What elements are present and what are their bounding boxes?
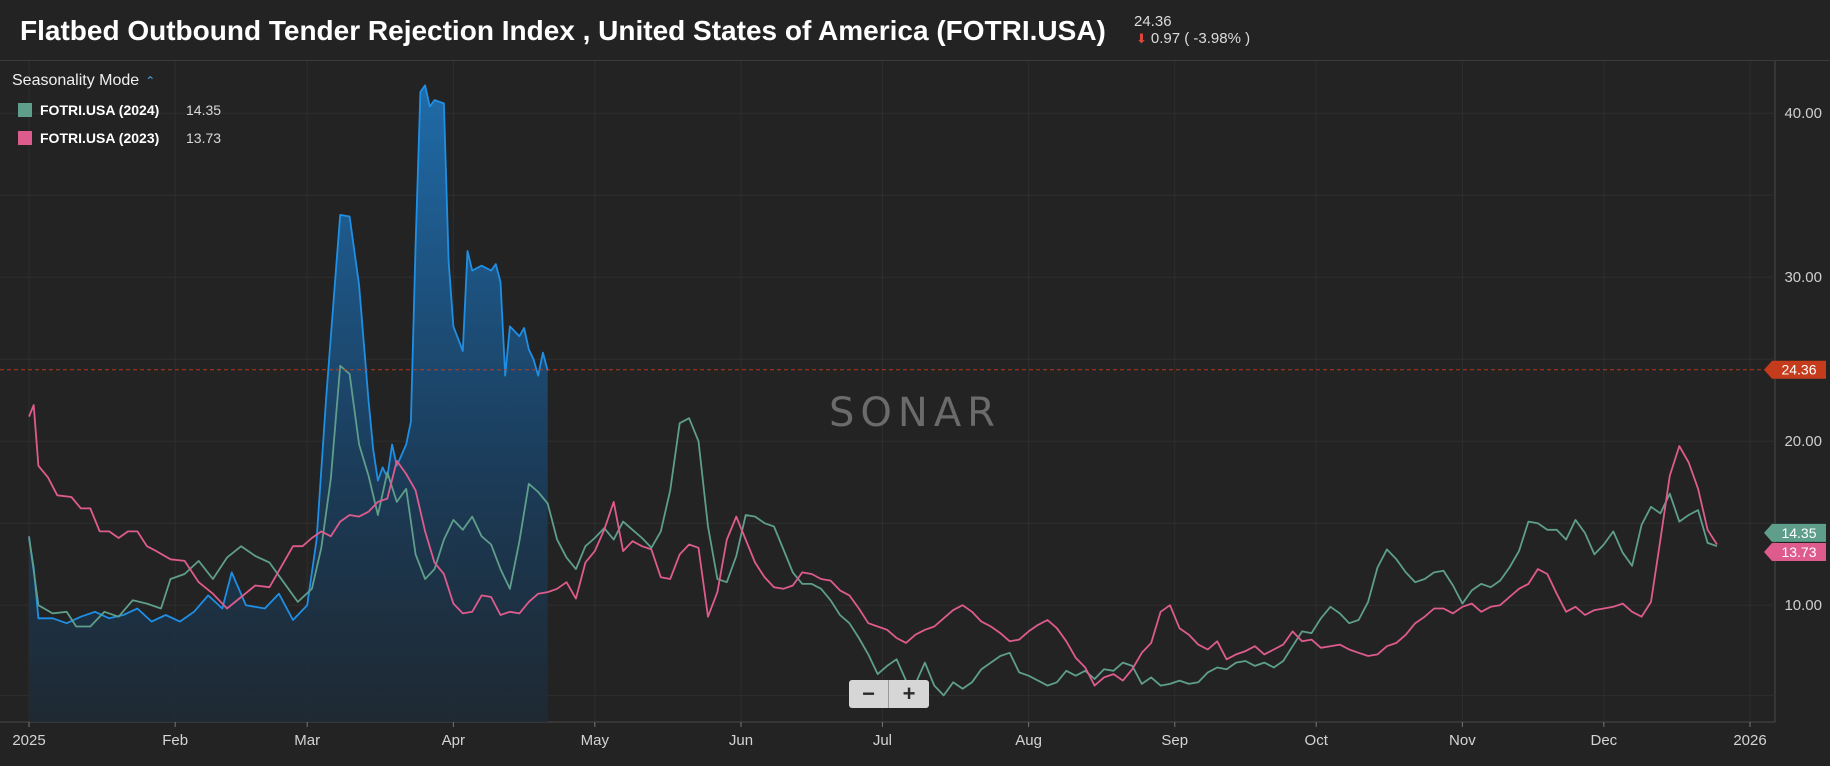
legend: Seasonality Mode ⌃ FOTRI.USA (2024) 14.3… bbox=[12, 72, 242, 146]
end-labels: 13.73 14.35 bbox=[1764, 523, 1826, 562]
value-tag-shape bbox=[1764, 543, 1826, 562]
y-tick-label: 10.00 bbox=[1784, 597, 1822, 614]
x-tick-label: Mar bbox=[294, 732, 320, 749]
seasonality-mode-toggle[interactable]: Seasonality Mode ⌃ bbox=[12, 72, 242, 90]
watermark: SONAR bbox=[829, 390, 1001, 436]
x-axis: 2025 Feb Mar Apr May Jun Jul Aug Sep Oct Nov Dec 202… bbox=[12, 722, 1767, 749]
zoom-in-button[interactable]: + bbox=[902, 681, 916, 706]
y-tick-label: 30.00 bbox=[1784, 269, 1822, 286]
series-area bbox=[29, 85, 548, 723]
grid bbox=[0, 61, 1775, 722]
x-tick-label: Apr bbox=[442, 732, 465, 749]
chevron-up-icon: ⌃ bbox=[145, 74, 156, 88]
legend-item-2023[interactable]: FOTRI.USA (2023) 13.73 bbox=[12, 130, 242, 146]
y-tick-label: 20.00 bbox=[1784, 433, 1822, 450]
legend-item-label: FOTRI.USA (2023) bbox=[40, 130, 160, 146]
x-tick-label: Oct bbox=[1305, 732, 1329, 749]
page-title: Flatbed Outbound Tender Rejection Index … bbox=[20, 15, 1106, 46]
series-current-year bbox=[28, 84, 549, 723]
series-line bbox=[28, 404, 1718, 687]
x-tick-label: 2026 bbox=[1733, 732, 1766, 749]
zoom-out-button[interactable]: − bbox=[849, 680, 889, 708]
series-line bbox=[28, 84, 549, 625]
value-tag-shape bbox=[1764, 360, 1826, 379]
legend-item-value: 13.73 bbox=[186, 130, 222, 146]
x-tick-label: May bbox=[581, 732, 610, 749]
zoom-controls: − + bbox=[849, 680, 929, 708]
y-tick-label: 40.00 bbox=[1784, 105, 1822, 122]
x-tick-label: Dec bbox=[1590, 732, 1617, 749]
x-tick-label: 2025 bbox=[12, 732, 45, 749]
legend-item-value: 14.35 bbox=[186, 102, 222, 118]
reference-line: 24.36 bbox=[0, 360, 1826, 379]
seasonality-mode-label: Seasonality Mode bbox=[12, 72, 140, 89]
x-tick-label: Jul bbox=[873, 732, 892, 749]
change-text: 0.97 ( -3.98% ) bbox=[1150, 30, 1251, 47]
value-tag-shape bbox=[1764, 523, 1826, 542]
down-arrow-icon: ⬇ bbox=[1136, 31, 1147, 46]
header: Flatbed Outbound Tender Rejection Index … bbox=[0, 0, 1830, 61]
series-fotri-usa-2023- bbox=[28, 404, 1718, 687]
value-tag-text: 24.36 bbox=[1781, 362, 1816, 378]
y-axis: 10.00 20.00 30.00 40.00 bbox=[1784, 105, 1822, 614]
end-label-2024: 14.35 bbox=[1764, 523, 1826, 542]
value-tag-text: 13.73 bbox=[1781, 544, 1816, 560]
legend-item-label: FOTRI.USA (2024) bbox=[40, 102, 160, 118]
last-value: 24.36 bbox=[1134, 13, 1172, 30]
value-tag-text: 14.35 bbox=[1781, 525, 1816, 541]
change-value: ⬇ 0.97 ( -3.98% ) bbox=[1136, 30, 1250, 47]
x-tick-label: Sep bbox=[1161, 732, 1188, 749]
x-tick-label: Jun bbox=[729, 732, 753, 749]
legend-swatch bbox=[18, 103, 32, 117]
x-tick-label: Feb bbox=[162, 732, 188, 749]
end-label-2023: 13.73 bbox=[1764, 543, 1826, 562]
x-tick-label: Aug bbox=[1015, 732, 1042, 749]
reference-value-tag: 24.36 bbox=[1764, 360, 1826, 379]
legend-item-2024[interactable]: FOTRI.USA (2024) 14.35 bbox=[12, 102, 242, 118]
legend-swatch bbox=[18, 131, 32, 145]
x-tick-label: Nov bbox=[1449, 732, 1476, 749]
